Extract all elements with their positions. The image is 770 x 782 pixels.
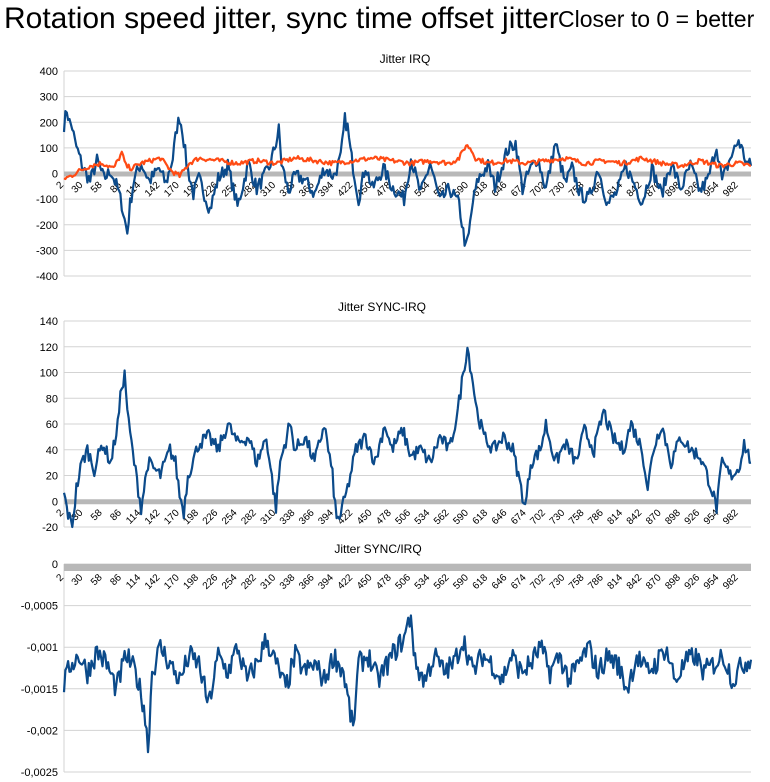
x-tick-label: 394 <box>316 572 336 592</box>
y-tick-label: -0,0005 <box>21 601 58 613</box>
y-tick-label: -0,0025 <box>21 767 58 779</box>
x-tick-label: 86 <box>108 572 124 588</box>
x-tick-label: 926 <box>683 572 703 592</box>
x-tick-label: 646 <box>490 572 510 592</box>
y-tick-label: 400 <box>40 66 58 78</box>
y-tick-label: -300 <box>36 245 58 257</box>
y-tick-label: 60 <box>46 419 58 431</box>
x-tick-label: 58 <box>89 572 105 588</box>
x-tick-label: 786 <box>586 572 606 592</box>
y-tick-label: 140 <box>40 316 58 328</box>
x-tick-label: 618 <box>471 572 491 592</box>
chart-jitter-irq: Jitter IRQ4003002001000-100-200-300-4002… <box>36 52 753 283</box>
x-tick-label: 898 <box>663 572 683 592</box>
y-tick-label: 0 <box>52 559 58 571</box>
y-tick-label: 100 <box>40 368 58 380</box>
series-line-1 <box>62 614 753 754</box>
y-tick-label: -0,002 <box>27 725 58 737</box>
x-tick-label: 870 <box>644 572 664 592</box>
x-tick-label: 282 <box>239 572 259 592</box>
y-tick-label: 80 <box>46 393 58 405</box>
x-tick-label: 114 <box>124 572 143 591</box>
x-axis-band <box>64 499 751 505</box>
y-tick-label: -0,0015 <box>21 684 58 696</box>
chart-title: Jitter SYNC/IRQ <box>334 542 421 556</box>
y-tick-label: 300 <box>40 92 58 104</box>
y-tick-label: 20 <box>46 471 58 483</box>
chart-title: Jitter IRQ <box>380 52 431 66</box>
y-tick-label: -200 <box>36 220 58 232</box>
x-tick-label: 338 <box>278 572 298 592</box>
series-line-1 <box>62 346 752 529</box>
x-tick-label: 562 <box>432 572 452 592</box>
x-tick-label: 366 <box>297 572 317 592</box>
x-tick-label: 226 <box>201 572 221 592</box>
x-tick-label: 982 <box>721 572 741 592</box>
x-tick-label: 450 <box>355 572 375 592</box>
y-tick-label: 0 <box>52 169 58 181</box>
x-tick-label: 254 <box>220 572 240 592</box>
y-tick-label: -400 <box>36 271 58 283</box>
x-tick-label: 534 <box>413 572 433 592</box>
x-tick-label: 954 <box>702 572 722 592</box>
x-tick-label: 842 <box>625 572 645 592</box>
x-tick-label: 506 <box>393 572 413 592</box>
x-axis-band <box>64 564 751 571</box>
y-tick-label: 40 <box>46 445 58 457</box>
x-tick-label: 310 <box>259 572 279 592</box>
x-tick-label: 702 <box>528 572 548 592</box>
y-tick-label: -100 <box>36 194 58 206</box>
x-tick-label: 758 <box>567 572 587 592</box>
chart-title: Jitter SYNC-IRQ <box>338 300 426 314</box>
x-tick-label: 590 <box>451 572 471 592</box>
x-tick-label: 198 <box>181 572 201 592</box>
x-tick-label: 674 <box>509 572 529 592</box>
y-tick-label: -20 <box>42 522 58 534</box>
y-tick-label: -0,001 <box>27 642 58 654</box>
y-tick-label: 100 <box>40 143 58 155</box>
x-tick-label: 478 <box>374 572 394 592</box>
x-tick-label: 730 <box>548 572 568 592</box>
y-tick-label: 0 <box>52 496 58 508</box>
y-tick-label: 120 <box>40 342 58 354</box>
page-note: Closer to 0 = better <box>558 6 755 32</box>
x-tick-label: 422 <box>336 572 356 592</box>
x-tick-label: 2 <box>54 572 66 584</box>
series-line-1 <box>62 110 753 247</box>
x-tick-label: 170 <box>162 572 182 592</box>
y-tick-label: 200 <box>40 117 58 129</box>
page-title: Rotation speed jitter, sync time offset … <box>4 2 559 35</box>
x-tick-label: 30 <box>70 572 86 588</box>
x-tick-label: 142 <box>143 572 163 592</box>
x-axis-band <box>64 171 751 177</box>
series-line-2 <box>63 144 752 181</box>
x-tick-label: 814 <box>606 572 626 592</box>
